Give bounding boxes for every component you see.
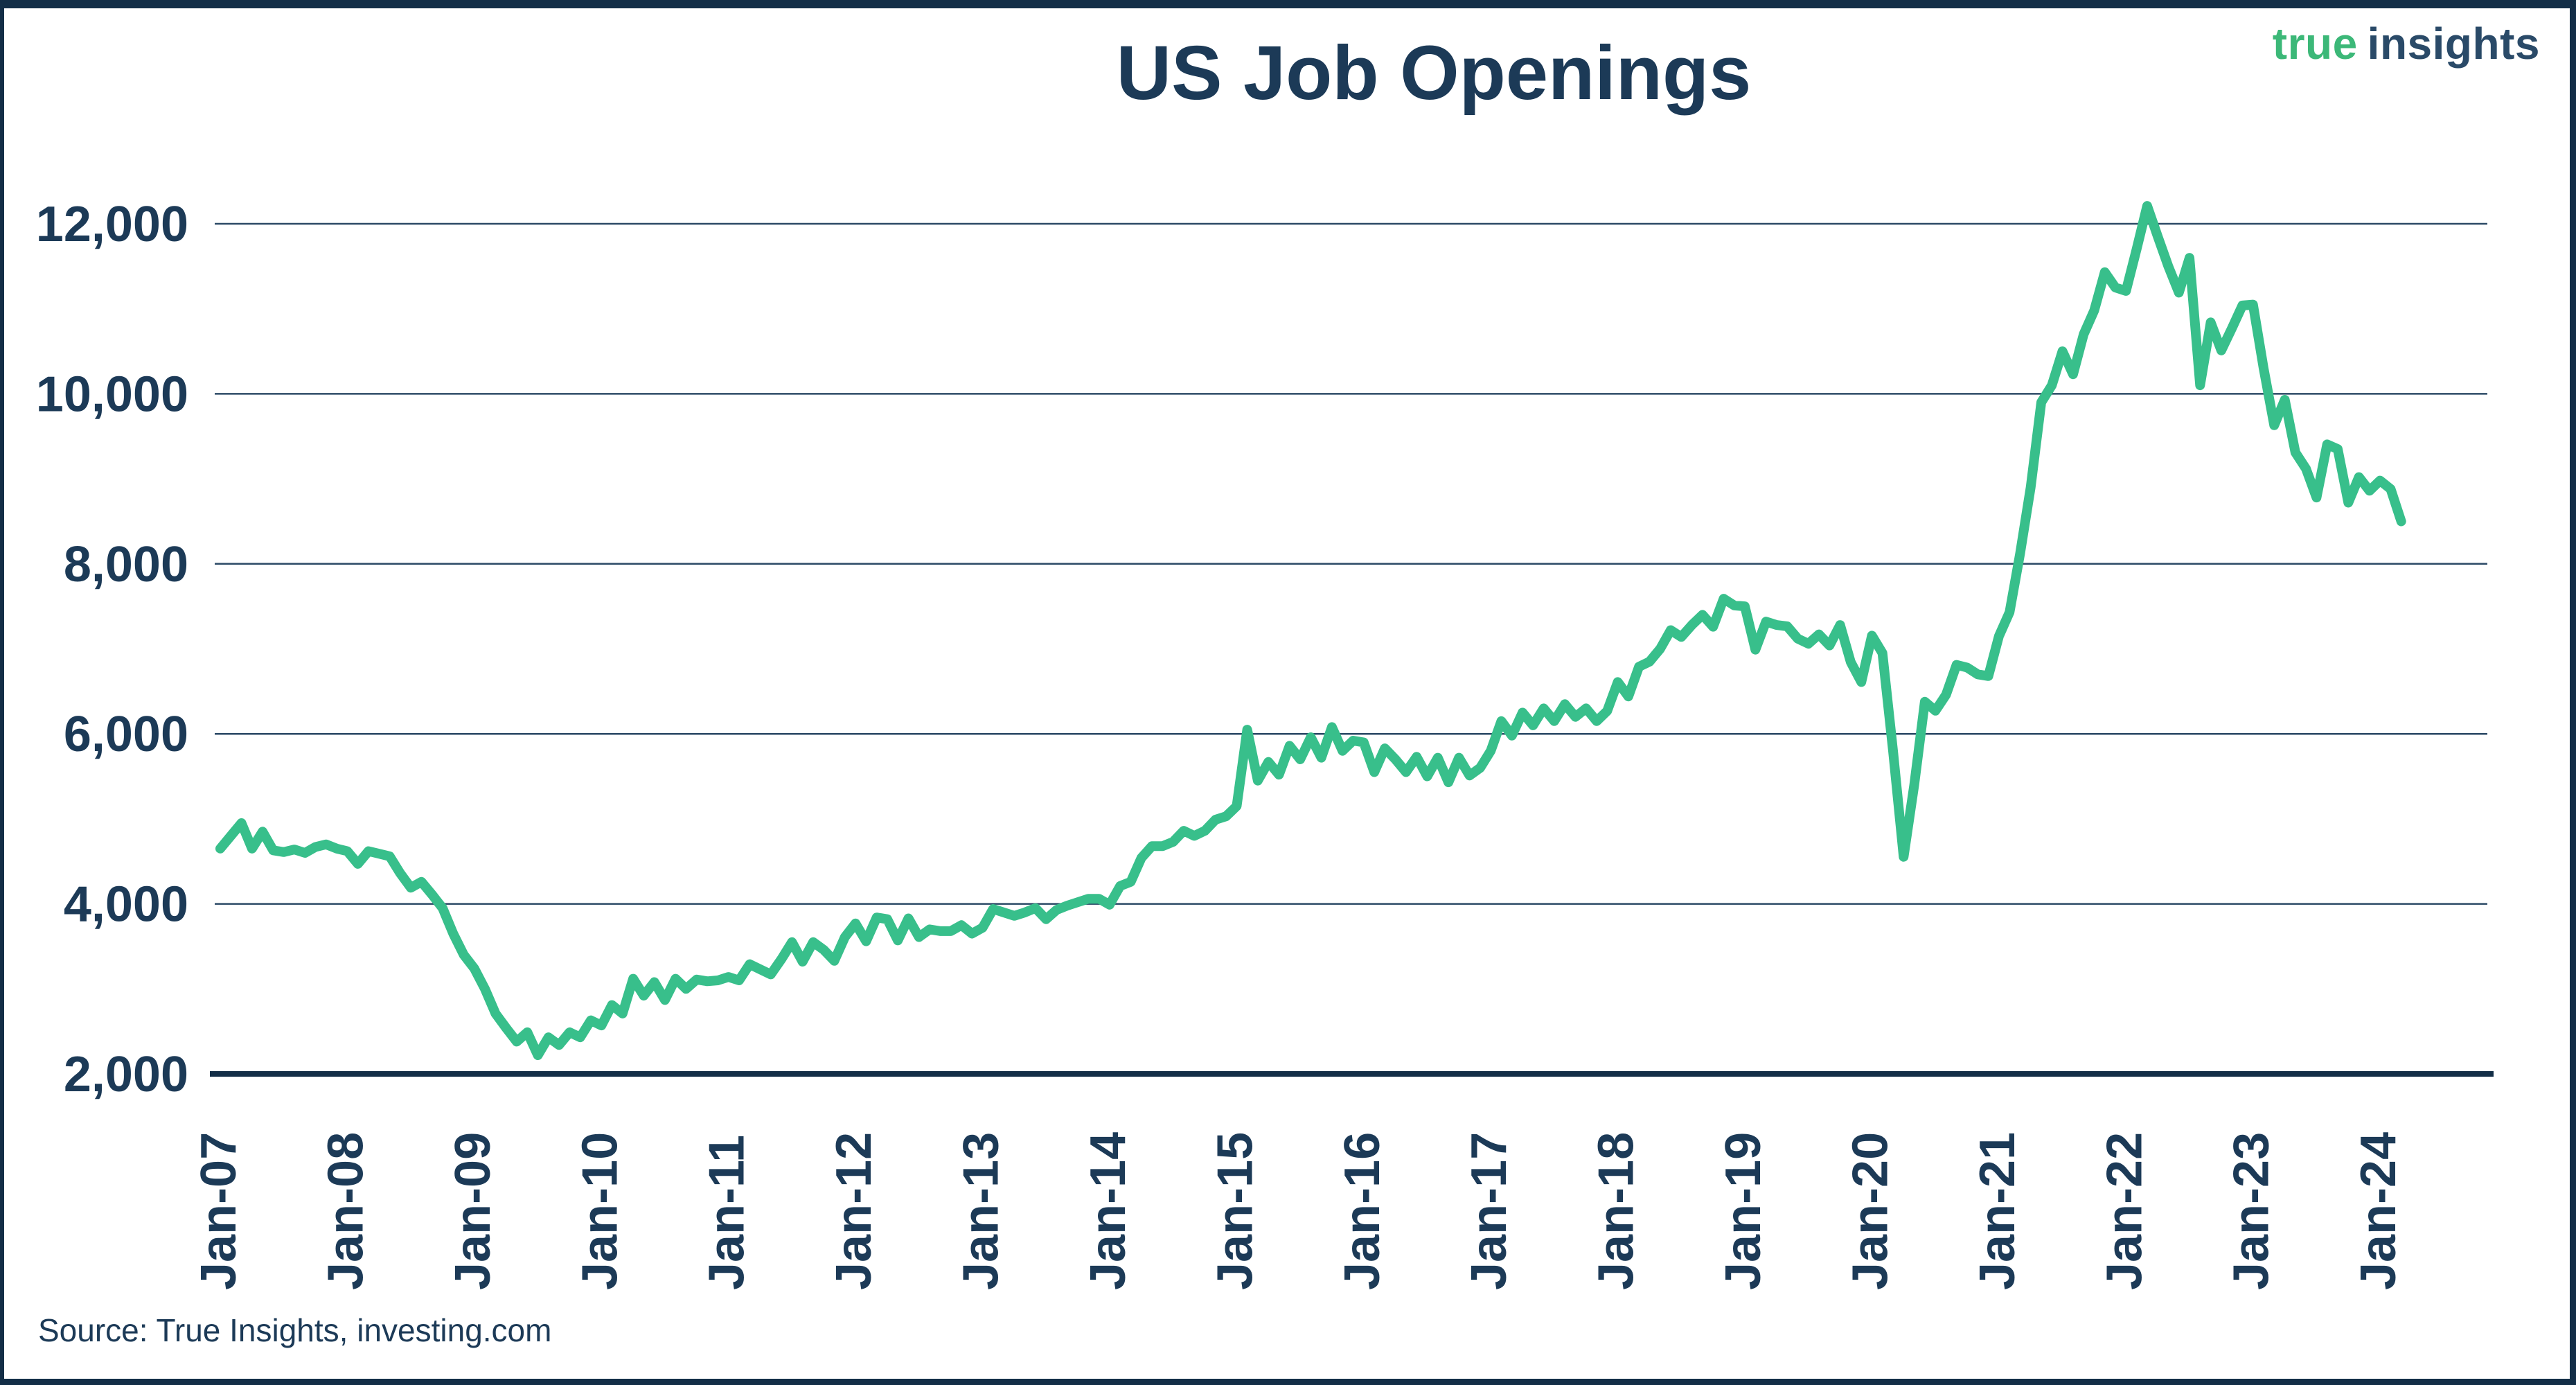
true-insights-logo: true insights bbox=[2273, 18, 2540, 69]
x-tick-label: Jan-16 bbox=[1335, 1132, 1390, 1290]
x-tick-label: Jan-18 bbox=[1589, 1132, 1644, 1290]
x-tick-label: Jan-07 bbox=[191, 1132, 247, 1290]
source-note: Source: True Insights, investing.com bbox=[38, 1312, 552, 1348]
x-tick-label: Jan-21 bbox=[1970, 1132, 2025, 1290]
x-tick-label: Jan-17 bbox=[1462, 1132, 1517, 1290]
page-title: US Job Openings bbox=[1116, 30, 1752, 116]
x-tick-label: Jan-12 bbox=[826, 1132, 882, 1290]
x-tick-label: Jan-11 bbox=[700, 1135, 755, 1290]
x-tick-label: Jan-20 bbox=[1843, 1132, 1899, 1290]
job-openings-line bbox=[215, 201, 2406, 1060]
x-tick-label: Jan-09 bbox=[445, 1132, 501, 1290]
x-tick-label: Jan-19 bbox=[1716, 1132, 1771, 1290]
y-tick-label: 12,000 bbox=[36, 197, 188, 252]
y-tick-label: 4,000 bbox=[64, 877, 188, 933]
x-tick-label: Jan-10 bbox=[572, 1132, 628, 1290]
x-tick-label: Jan-08 bbox=[318, 1132, 373, 1290]
x-tick-label: Jan-22 bbox=[2097, 1132, 2152, 1290]
x-tick-label: Jan-24 bbox=[2351, 1132, 2406, 1290]
y-tick-label: 6,000 bbox=[64, 707, 188, 762]
logo-word-true: true bbox=[2272, 19, 2358, 69]
x-tick-label: Jan-14 bbox=[1081, 1132, 1136, 1290]
y-tick-label: 2,000 bbox=[64, 1047, 188, 1102]
y-tick-label: 8,000 bbox=[64, 537, 188, 592]
x-tick-label: Jan-13 bbox=[954, 1132, 1009, 1290]
x-tick-label: Jan-23 bbox=[2224, 1132, 2280, 1290]
y-tick-label: 10,000 bbox=[36, 367, 188, 422]
logo-word-insights: insights bbox=[2367, 19, 2540, 69]
x-tick-label: Jan-15 bbox=[1207, 1132, 1263, 1290]
